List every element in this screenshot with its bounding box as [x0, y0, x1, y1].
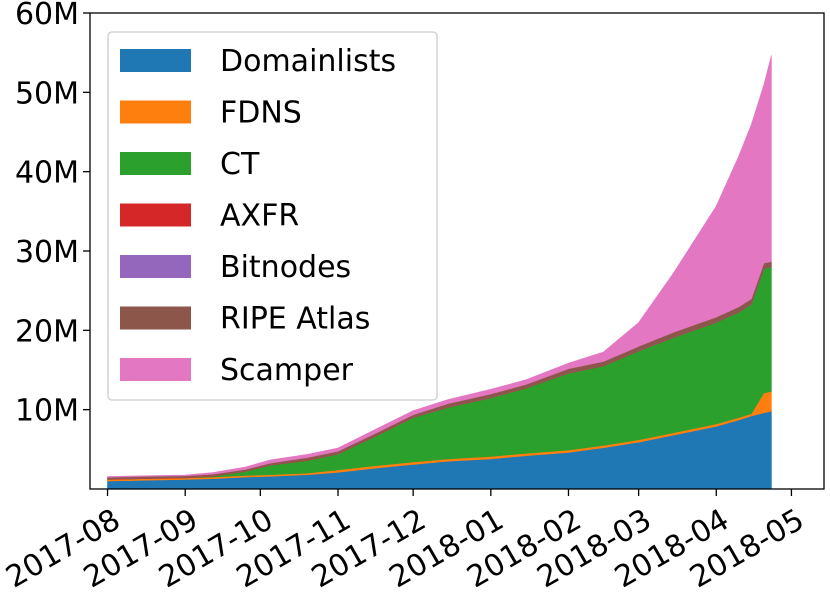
legend-label: Bitnodes: [220, 250, 351, 285]
legend-swatch: [120, 306, 191, 330]
legend-swatch: [120, 255, 191, 278]
y-tick-label: 10M: [15, 394, 79, 429]
y-axis: 10M 20M 30M 40M 50M 60M: [15, 0, 90, 429]
legend-label: FDNS: [220, 96, 302, 131]
legend-swatch: [120, 100, 191, 124]
legend-label: Scamper: [220, 353, 354, 388]
legend-swatch: [120, 203, 191, 227]
legend: Domainlists FDNS CT AXFR Bitnodes RIPE Atlas S…: [107, 31, 438, 401]
legend-swatch: [120, 358, 191, 381]
legend-label: AXFR: [220, 199, 299, 234]
y-tick-label: 50M: [15, 76, 79, 111]
legend-label: CT: [220, 147, 260, 182]
y-tick-label: 20M: [15, 314, 79, 349]
legend-label: RIPE Atlas: [220, 302, 370, 337]
legend-swatch: [120, 152, 191, 175]
x-axis: 2017-082017-092017-102017-112017-122018-…: [0, 489, 810, 595]
y-tick-label: 30M: [15, 235, 79, 270]
y-tick-label: 60M: [15, 0, 79, 32]
area-scamper: [107, 55, 772, 478]
y-tick-label: 40M: [15, 156, 79, 191]
legend-label: Domainlists: [220, 44, 396, 79]
legend-swatch: [120, 49, 191, 72]
